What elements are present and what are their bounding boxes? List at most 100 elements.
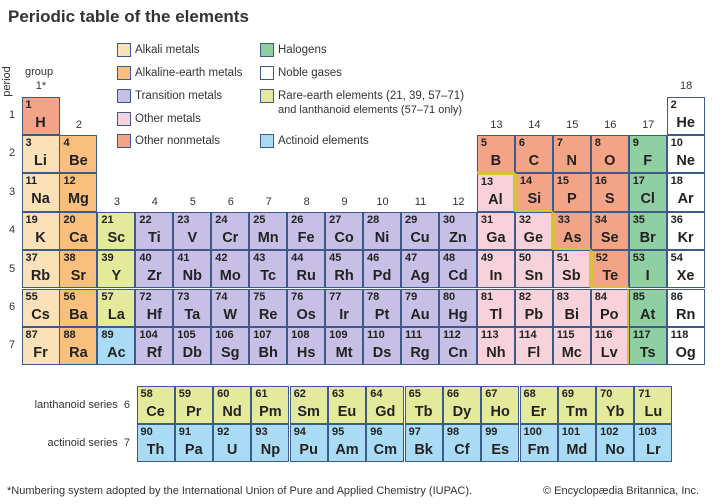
period-label: 1 (8, 109, 16, 121)
element-Rf: 104 Rf (135, 326, 174, 366)
actinoid-series-label: actinoid series 7 (47, 437, 130, 449)
element-symbol: Np (260, 441, 281, 458)
element-symbol: S (604, 191, 615, 208)
element-symbol: Tm (565, 403, 588, 420)
atomic-number: 25 (253, 213, 266, 226)
element-symbol: Cf (454, 441, 470, 458)
element-symbol: U (226, 441, 238, 458)
element-Th: 90 Th (136, 423, 175, 463)
atomic-number: 6 (518, 136, 525, 149)
element-symbol: Bh (258, 344, 278, 361)
element-Fl: 114 Fl (514, 326, 553, 366)
element-At: 85 At (628, 288, 667, 327)
element-symbol: Mg (67, 191, 89, 208)
element-Ac: 89 Ac (97, 326, 136, 366)
element-As: 33 As (552, 211, 591, 251)
element-symbol: Fe (297, 229, 315, 246)
element-symbol: I (645, 268, 650, 285)
legend-label-rare-earth: Rare-earth elements (21, 39, 57–71) (278, 90, 465, 102)
element-symbol: Zr (147, 268, 162, 285)
atomic-number: 75 (253, 290, 266, 303)
element-symbol: Sm (297, 403, 320, 420)
element-Be: 4 Be (59, 134, 98, 174)
atomic-number: 85 (632, 290, 645, 303)
element-Fe: 26 Fe (287, 211, 326, 251)
element-symbol: Te (602, 268, 619, 285)
atomic-number: 92 (217, 425, 230, 438)
atomic-number: 56 (63, 290, 76, 303)
group-label: 12 (452, 196, 465, 208)
element-symbol: Er (530, 403, 547, 420)
element-Og: 118 Og (666, 326, 705, 366)
period-label: 6 (8, 301, 16, 313)
atomic-number: 68 (523, 387, 536, 400)
element-symbol: Re (258, 306, 278, 323)
element-Fm: 100 Fm (519, 423, 558, 463)
element-Sg: 106 Sg (211, 326, 250, 366)
element-Au: 79 Au (401, 288, 439, 327)
element-Ra: 88 Ra (59, 326, 98, 366)
atomic-number: 67 (485, 387, 498, 400)
atomic-number: 17 (632, 175, 645, 188)
atomic-number: 109 (329, 328, 348, 341)
element-Pb: 82 Pb (514, 288, 553, 327)
element-symbol: B (490, 152, 502, 169)
atomic-number: 61 (255, 387, 268, 400)
element-Lv: 116 Lv (590, 326, 629, 366)
element-symbol: Hg (448, 306, 468, 323)
element-Tl: 81 Tl (476, 288, 515, 327)
atomic-number: 10 (670, 136, 683, 149)
atomic-number: 39 (101, 252, 114, 265)
element-Ir: 77 Ir (325, 288, 364, 327)
atomic-number: 4 (63, 136, 70, 149)
atomic-number: 90 (140, 425, 153, 438)
period-label: 2 (8, 147, 16, 160)
element-U: 92 U (213, 423, 252, 463)
element-symbol: Rn (675, 306, 696, 323)
element-symbol: As (563, 229, 582, 246)
element-In: 49 In (476, 250, 515, 289)
element-symbol: Sg (220, 344, 240, 361)
element-Re: 75 Re (249, 288, 288, 327)
atomic-number: 89 (101, 328, 114, 341)
element-Xe: 54 Xe (666, 250, 705, 289)
atomic-number: 63 (332, 387, 345, 400)
element-symbol: Ru (296, 268, 316, 285)
element-symbol: Al (488, 192, 503, 209)
element-symbol: No (605, 441, 625, 458)
element-symbol: Nb (182, 268, 202, 285)
atomic-number: 19 (25, 213, 38, 226)
element-symbol: Be (69, 152, 88, 169)
atomic-number: 62 (293, 387, 306, 400)
atomic-number: 88 (63, 328, 76, 341)
atomic-number: 84 (594, 290, 607, 303)
element-Kr: 36 Kr (666, 211, 705, 251)
atomic-number: 16 (594, 175, 607, 188)
element-symbol: Br (639, 229, 656, 246)
element-symbol: Sr (70, 268, 87, 285)
element-symbol: Sb (562, 268, 581, 285)
element-symbol: Pd (372, 268, 392, 285)
element-symbol: Gd (375, 403, 396, 420)
atomic-number: 110 (367, 328, 385, 341)
element-Zr: 40 Zr (135, 250, 174, 289)
element-Mt: 109 Mt (325, 326, 364, 366)
element-Ar: 18 Ar (666, 173, 705, 212)
element-Ba: 56 Ba (59, 288, 98, 327)
atomic-number: 20 (63, 213, 76, 226)
element-Cl: 17 Cl (628, 173, 667, 212)
element-symbol: Mc (561, 344, 582, 361)
atomic-number: 9 (632, 136, 639, 149)
atomic-number: 27 (329, 213, 342, 226)
atomic-number: 93 (255, 425, 268, 438)
element-Mo: 42 Mo (211, 250, 250, 289)
atomic-number: 53 (632, 252, 645, 265)
atomic-number: 54 (670, 252, 683, 265)
group-label: 2 (75, 119, 82, 131)
element-symbol: Li (34, 152, 47, 169)
element-Hf: 72 Hf (135, 288, 174, 327)
element-Ne: 10 Ne (666, 134, 705, 174)
element-Mg: 12 Mg (59, 173, 98, 212)
element-symbol: Am (335, 441, 359, 458)
element-Cf: 98 Cf (442, 423, 481, 463)
